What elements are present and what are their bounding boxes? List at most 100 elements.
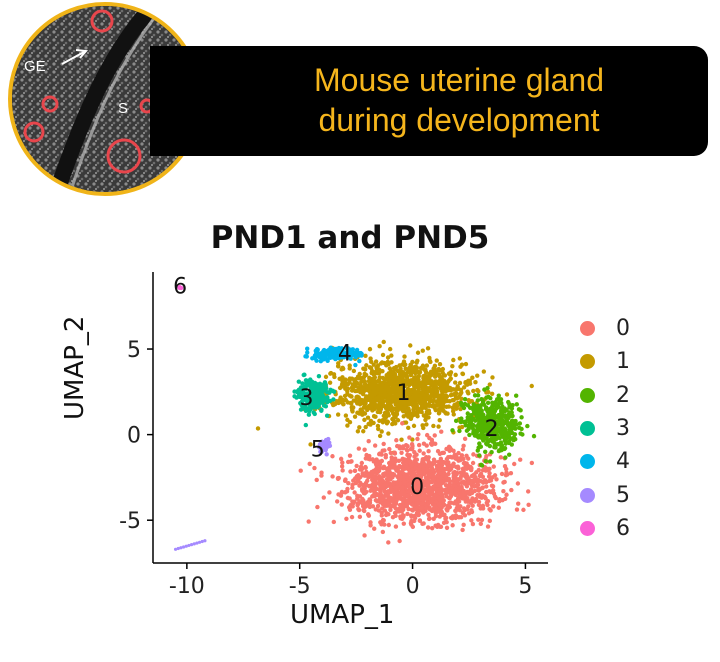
- cluster-point: [314, 477, 319, 483]
- cluster-point: [444, 460, 449, 466]
- cluster-point: [458, 387, 464, 393]
- cluster-point: [426, 408, 432, 413]
- cluster-point: [298, 468, 303, 473]
- cluster-point: [385, 359, 390, 365]
- cluster-point: [397, 502, 403, 508]
- cluster-point: [340, 468, 345, 473]
- cluster-point: [458, 457, 463, 463]
- cluster-point: [347, 366, 352, 371]
- cluster-point: [375, 423, 381, 429]
- cluster-point: [471, 452, 476, 457]
- cluster-point: [419, 366, 424, 371]
- cluster-point: [461, 385, 467, 390]
- cluster-point: [437, 482, 442, 488]
- cluster-point: [390, 515, 396, 520]
- cluster-point: [409, 446, 415, 452]
- cluster-point: [374, 457, 379, 462]
- cluster-point: [469, 498, 474, 503]
- cluster-point: [387, 346, 393, 352]
- cluster-point: [397, 538, 402, 544]
- cluster-point: [409, 487, 414, 492]
- cluster-point: [405, 498, 410, 503]
- cluster-point: [425, 457, 431, 463]
- cluster-point: [304, 354, 309, 359]
- cluster-point: [458, 470, 463, 475]
- cluster-point: [487, 406, 493, 412]
- cluster-point: [521, 507, 526, 513]
- cluster-point: [316, 373, 322, 379]
- cluster-point: [393, 456, 398, 461]
- cluster-point: [386, 481, 391, 486]
- cluster-point: [465, 415, 470, 420]
- legend-label: 2: [616, 382, 630, 408]
- cluster-point: [488, 396, 493, 401]
- cluster-point: [427, 435, 432, 441]
- cluster-point: [381, 339, 386, 345]
- cluster-point: [409, 513, 414, 518]
- cluster-point: [356, 353, 362, 358]
- cluster-label-4: 4: [338, 341, 352, 366]
- cluster-point: [525, 423, 530, 429]
- cluster-point: [400, 444, 406, 449]
- cluster-point: [385, 410, 390, 415]
- cluster-point: [424, 443, 429, 448]
- banner-line-1: Mouse uterine gland: [314, 62, 604, 98]
- cluster-point: [483, 458, 488, 464]
- cluster-point: [386, 522, 392, 528]
- cluster-label-1: 1: [397, 381, 411, 406]
- cluster-point: [356, 472, 361, 478]
- cluster-point: [480, 480, 486, 485]
- cluster-point: [355, 429, 361, 434]
- cluster-point: [445, 381, 450, 386]
- cluster-point: [391, 481, 396, 486]
- cluster-point: [415, 505, 421, 510]
- cluster-point: [341, 401, 346, 407]
- cluster-point: [360, 389, 366, 394]
- cluster-point: [397, 473, 403, 478]
- cluster-point: [401, 521, 406, 526]
- cluster-point: [363, 372, 369, 378]
- cluster-point: [429, 525, 435, 531]
- cluster-point: [368, 395, 374, 400]
- cluster-point: [360, 488, 365, 493]
- cluster-point: [355, 502, 360, 508]
- legend-item-3: 3: [580, 412, 630, 445]
- cluster-point: [450, 363, 455, 369]
- cluster-point: [450, 408, 456, 414]
- cluster-label-3: 3: [299, 386, 313, 411]
- cluster-point: [380, 375, 386, 381]
- cluster-point: [342, 393, 348, 399]
- legend-label: 4: [616, 449, 630, 475]
- cluster-point: [393, 364, 399, 370]
- cluster-point: [376, 406, 381, 412]
- cluster-point: [308, 442, 313, 447]
- cluster-point: [371, 388, 376, 394]
- cluster-point: [434, 358, 439, 363]
- cluster-point: [381, 465, 386, 471]
- cluster-point: [412, 389, 417, 394]
- title-banner: Mouse uterine gland during development: [150, 46, 708, 156]
- cluster-point: [439, 379, 444, 384]
- cluster-point: [515, 481, 521, 486]
- cluster-point: [502, 426, 508, 431]
- cluster-point: [432, 363, 438, 368]
- label-s: S: [118, 100, 129, 117]
- cluster-point: [405, 493, 410, 499]
- cluster-point: [468, 464, 473, 470]
- cluster-point: [378, 409, 383, 415]
- cluster-point: [437, 475, 443, 480]
- cluster-point: [484, 395, 489, 400]
- cluster-point: [380, 448, 385, 453]
- cluster-point: [448, 466, 454, 472]
- cluster-point: [371, 362, 376, 367]
- cluster-point: [402, 390, 407, 395]
- cluster-point: [379, 458, 385, 464]
- cluster-point: [390, 488, 396, 494]
- cluster-point: [476, 389, 481, 394]
- cluster-point: [472, 477, 477, 482]
- cluster-point: [382, 508, 388, 513]
- cluster-point: [475, 393, 481, 398]
- cluster-point: [382, 471, 388, 476]
- cluster-point: [432, 459, 438, 464]
- cluster-point: [359, 460, 365, 466]
